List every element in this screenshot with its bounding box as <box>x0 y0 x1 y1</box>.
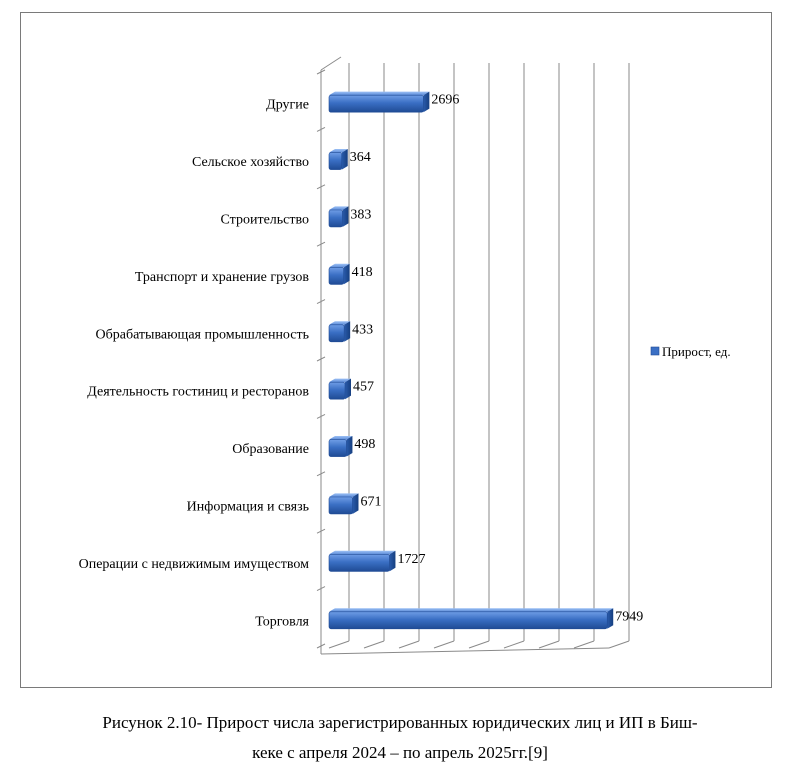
floor-gridline <box>398 640 420 649</box>
bar-top-face <box>329 91 430 96</box>
data-labels: 2696 364 383 418 433 457 498 671 1727 7949 <box>350 93 643 625</box>
bar-front-face <box>328 496 353 515</box>
bar <box>328 493 359 515</box>
floor-front-edge <box>320 647 610 655</box>
category-label: Обрабатывающая промышленность <box>96 327 310 342</box>
bar-top-face <box>329 321 351 325</box>
chart-frame <box>20 12 772 688</box>
floor-gridline <box>363 640 385 649</box>
floor-gridline <box>608 640 630 649</box>
bar-top-face <box>329 493 359 497</box>
legend-label: Прирост, ед. <box>662 344 731 359</box>
axis-tick <box>316 643 326 649</box>
bar <box>328 378 351 400</box>
bar-front-face <box>328 324 345 343</box>
axis-back-line <box>320 56 342 71</box>
axis-tick <box>316 299 326 305</box>
category-label: Торговля <box>255 614 309 629</box>
floor-gridline <box>468 640 490 649</box>
bar <box>328 91 430 113</box>
data-label: 433 <box>352 322 373 337</box>
axis-tick <box>316 528 326 534</box>
bar <box>328 550 396 572</box>
axis-tick <box>316 413 326 419</box>
data-label: 1727 <box>397 552 425 567</box>
bar <box>328 608 614 630</box>
bar-top-face <box>329 608 614 612</box>
axis-tick <box>316 356 326 362</box>
floor-gridline <box>573 640 595 649</box>
axis-tick <box>316 471 326 477</box>
axis-tick <box>316 586 326 592</box>
legend: Прирост, ед. <box>650 344 731 359</box>
floor-gridline <box>433 640 455 649</box>
category-label: Информация и связь <box>187 500 309 515</box>
category-label: Деятельность гостиниц и ресторанов <box>87 385 309 400</box>
bar-chart: Другие Сельское хозяйство Строительство Тра… <box>79 56 731 655</box>
data-label: 383 <box>350 208 371 223</box>
bar-end-face <box>343 263 350 285</box>
bar-top-face <box>329 206 349 210</box>
bar-front-face <box>328 94 424 113</box>
bar-front-face <box>328 209 343 228</box>
data-label: 498 <box>354 437 375 452</box>
category-label: Строительство <box>221 213 309 228</box>
bar <box>328 149 348 170</box>
bar-top-face <box>329 436 353 440</box>
category-label: Операции с недвижимым имуществом <box>79 557 310 572</box>
bar-end-face <box>607 608 614 629</box>
bar-end-face <box>352 493 359 514</box>
floor-gridline <box>538 640 560 649</box>
bar <box>328 321 351 343</box>
bar-top-face <box>329 263 350 268</box>
legend-swatch <box>650 346 660 356</box>
bar-end-face <box>389 550 396 572</box>
axis-tick <box>316 126 326 132</box>
figure-caption: Рисунок 2.10- Прирост числа зарегистриро… <box>0 708 800 768</box>
data-label: 2696 <box>431 93 459 108</box>
data-label: 7949 <box>615 609 643 624</box>
bar-front-face <box>328 381 346 400</box>
bar-end-face <box>423 91 430 113</box>
data-label: 671 <box>360 495 381 510</box>
bar-end-face <box>346 436 353 457</box>
bar-end-face <box>341 149 348 170</box>
bar <box>328 436 353 457</box>
category-labels: Другие Сельское хозяйство Строительство Тра… <box>79 98 310 630</box>
gridlines <box>320 63 630 655</box>
caption-line-1: Рисунок 2.10- Прирост числа зарегистриро… <box>102 713 698 732</box>
bar-end-face <box>344 378 351 400</box>
bar-top-face <box>329 149 348 153</box>
data-label: 418 <box>352 265 373 280</box>
bar-end-face <box>342 206 349 227</box>
category-label: Образование <box>232 442 309 457</box>
caption-line-2: кеке с апреля 2024 – по апрель 2025гг.[9… <box>252 743 548 762</box>
bar <box>328 206 349 228</box>
bar-front-face <box>328 267 344 285</box>
floor-gridline <box>328 640 350 649</box>
bar-front-face <box>328 439 347 457</box>
data-label: 364 <box>350 150 371 165</box>
bar-top-face <box>329 378 351 383</box>
bar <box>328 263 350 285</box>
axis-tick <box>316 69 326 75</box>
bars <box>328 91 614 630</box>
category-axis <box>316 56 342 654</box>
bar-end-face <box>344 321 351 342</box>
category-label: Сельское хозяйство <box>192 155 309 170</box>
bar-front-face <box>328 611 608 630</box>
axis-tick <box>316 184 326 190</box>
axis-tick <box>316 241 326 247</box>
data-label: 457 <box>353 380 374 395</box>
bar-top-face <box>329 550 396 555</box>
category-label: Другие <box>266 98 309 113</box>
bar-front-face <box>328 554 390 572</box>
bar-front-face <box>328 152 343 170</box>
category-label: Транспорт и хранение грузов <box>135 270 309 285</box>
floor-gridline <box>503 640 525 649</box>
